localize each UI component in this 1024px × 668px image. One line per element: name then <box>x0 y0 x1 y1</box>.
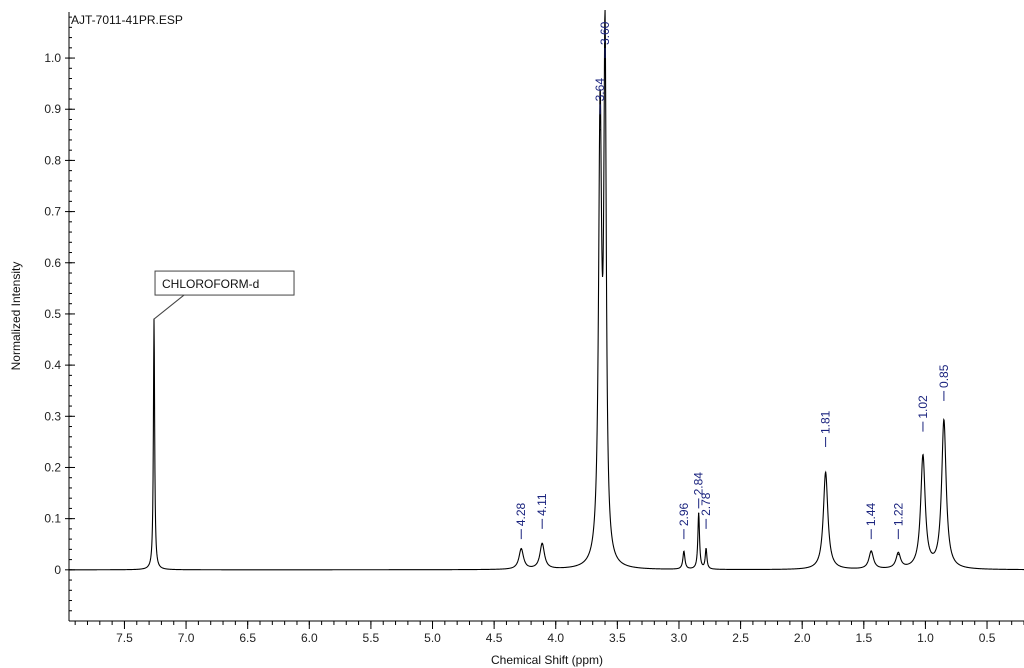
y-tick-label: 0.3 <box>44 409 61 423</box>
peak-label-1-22: 1.22 <box>891 502 905 540</box>
chloroform-callout: CHLOROFORM-d <box>153 270 295 320</box>
spectrum-peak <box>825 471 827 474</box>
x-tick-label: 3.0 <box>671 631 688 645</box>
x-tick-label: 4.5 <box>486 631 503 645</box>
y-tick-label: 0.2 <box>44 460 61 474</box>
svg-text:1.81: 1.81 <box>819 410 833 434</box>
x-axis-title: Chemical Shift (ppm) <box>491 653 603 667</box>
y-tick-label: 0.1 <box>44 512 61 526</box>
x-tick-label: 7.5 <box>116 631 133 645</box>
x-tick-label: 5.0 <box>424 631 441 645</box>
chart-title: AJT-7011-41PR.ESP <box>71 13 183 27</box>
spectrum-group <box>69 9 1024 571</box>
peak-label-3-60: 3.60 <box>598 21 612 59</box>
x-tick-label: 5.5 <box>363 631 380 645</box>
peak-label-1-44: 1.44 <box>864 502 878 540</box>
x-tick-label: 2.5 <box>732 631 749 645</box>
y-axis: 0 0.1 0.2 0.3 0.4 0.5 0.6 0.7 0.8 0.9 1.0 <box>44 12 75 622</box>
spectrum-peak <box>943 420 945 423</box>
y-tick-label: 0.6 <box>44 256 61 270</box>
svg-text:4.28: 4.28 <box>514 502 528 526</box>
spectrum-peak <box>683 551 685 553</box>
x-tick-label: 6.5 <box>239 631 256 645</box>
y-tick-label: 0.4 <box>44 358 61 372</box>
spectrum-peak <box>705 548 707 550</box>
x-tick-label: 4.0 <box>547 631 564 645</box>
peak-labels: 4.28 4.11 3.64 3.60 2.962.842.78 1.81 1.44 1.22… <box>514 21 951 540</box>
spectrum-peak <box>698 512 700 515</box>
spectrum-peak <box>520 548 522 550</box>
svg-text:3.64: 3.64 <box>593 78 607 102</box>
svg-text:0.85: 0.85 <box>937 364 951 388</box>
peak-label-2-96: 2.96 <box>677 502 691 540</box>
x-tick-label: 3.5 <box>609 631 626 645</box>
peak-label-4-11: 4.11 <box>535 493 549 529</box>
spectrum-peak <box>541 543 543 545</box>
peak-label-1-81: 1.81 <box>819 410 833 447</box>
peak-label-3-64: 3.64 <box>593 78 607 115</box>
x-axis: 7.5 7.0 6.5 6.0 5.5 5.0 4.5 4.0 3.5 3.0 2.5 2.0 1.5 1… <box>69 620 1024 645</box>
x-tick-label: 7.0 <box>178 631 195 645</box>
x-tick-label: 1.5 <box>855 631 872 645</box>
peak-label-0-85: 0.85 <box>937 364 951 401</box>
x-tick-label: 1.0 <box>917 631 934 645</box>
spectrum-peak <box>604 62 606 64</box>
svg-text:CHLOROFORM-d: CHLOROFORM-d <box>162 277 259 291</box>
x-tick-label: 6.0 <box>301 631 318 645</box>
y-tick-label: 0.7 <box>44 205 61 219</box>
x-tick-label: 0.5 <box>979 631 996 645</box>
annotations: CHLOROFORM-d <box>153 270 295 320</box>
peak-label-1-02: 1.02 <box>916 395 930 432</box>
y-tick-label: 1.0 <box>44 51 61 65</box>
x-tick-label: 2.0 <box>794 631 811 645</box>
y-tick-label: 0.5 <box>44 307 61 321</box>
svg-text:1.02: 1.02 <box>916 395 930 419</box>
y-tick-label: 0.9 <box>44 102 61 116</box>
spectrum-peak <box>870 551 872 553</box>
spectrum-line <box>69 9 1024 571</box>
svg-text:4.11: 4.11 <box>535 493 549 516</box>
y-axis-title: Normalized Intensity <box>9 262 23 371</box>
spectrum-peak <box>897 553 899 556</box>
svg-text:1.44: 1.44 <box>864 502 878 526</box>
peak-label-4-28: 4.28 <box>514 502 528 540</box>
svg-text:2.96: 2.96 <box>677 502 691 526</box>
spectrum-peak <box>922 456 924 458</box>
peak-label-2-84: 2.84 <box>692 472 706 509</box>
y-tick-label: 0.8 <box>44 153 61 167</box>
y-tick-label: 0 <box>54 563 61 577</box>
spectrum-peak <box>599 129 601 131</box>
svg-text:2.84: 2.84 <box>692 472 706 496</box>
svg-text:1.22: 1.22 <box>891 502 905 526</box>
svg-text:2.78: 2.78 <box>699 492 713 516</box>
svg-text:3.60: 3.60 <box>598 21 612 45</box>
peak-label-2-78: 2.78 <box>699 492 713 529</box>
